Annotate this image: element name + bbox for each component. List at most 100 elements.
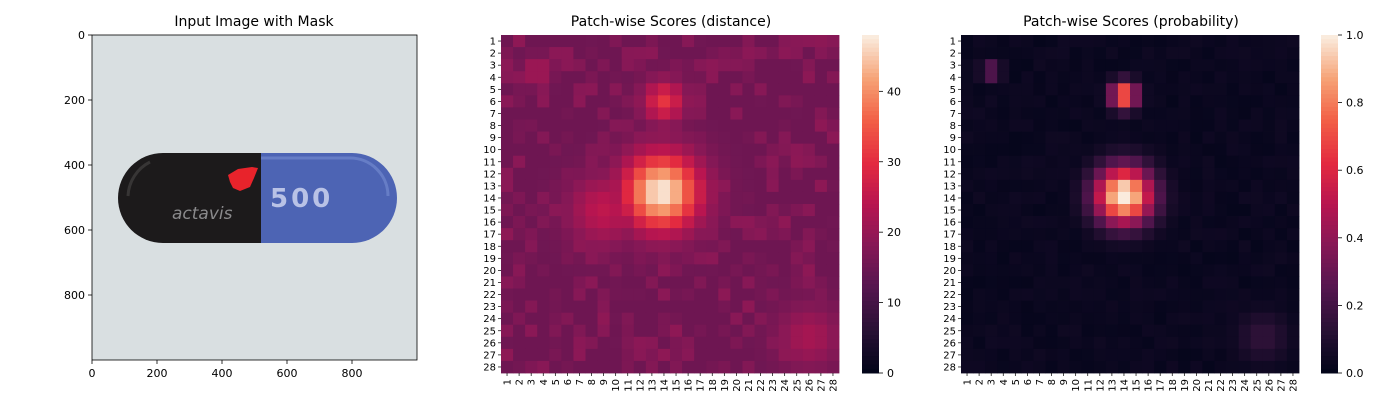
heatmap-cell [985,324,998,338]
heatmap-cell [525,83,538,96]
heatmap-cell [1166,35,1179,48]
heatmap-cell [1190,252,1203,265]
colorbar-segment [862,347,879,353]
colorbar-segment [1321,174,1338,180]
heatmap-cell [645,300,659,314]
heatmap-cell [1117,83,1131,96]
heatmap-cell [706,167,719,181]
heatmap-cell [790,179,804,193]
colorbar-segment [1321,271,1338,277]
heatmap-cell [1274,107,1288,120]
colorbar-tick-label: 0.6 [1346,164,1364,177]
colorbar-segment [862,47,879,53]
heatmap-cell [754,324,767,338]
colorbar-segment [862,204,879,209]
heatmap-cell [826,228,840,241]
heatmap-cell [1093,95,1107,108]
heatmap-cell [525,288,538,301]
heatmap-cell [573,71,586,84]
heatmap-cell [1154,288,1167,301]
heatmap-cell [1033,71,1046,84]
heatmap-cell [1105,348,1119,362]
heatmap-cell [985,276,998,289]
heatmap-cell [1069,240,1083,253]
x-tick-label: 13 [647,379,658,392]
heatmap-cell [973,143,986,157]
heatmap-cell [1262,155,1276,169]
heatmap-cell [1286,107,1300,120]
heatmap-cell [1202,252,1215,265]
heatmap-cell [1105,216,1119,229]
heatmap-cell [1166,276,1179,289]
heatmap-cell [1093,35,1107,48]
heatmap-cell [718,95,731,108]
y-tick-label: 22 [943,290,956,301]
colorbar-segment [1321,81,1338,87]
heatmap-cell [778,276,792,289]
heatmap-cell [754,348,767,362]
heatmap-cell [1093,228,1107,241]
heatmap-cell [1226,276,1240,289]
heatmap-cell [537,71,550,84]
heatmap-cell [802,179,816,193]
heatmap-cell [1190,35,1203,48]
heatmap-cell [790,119,804,132]
colorbar-segment [1321,89,1338,95]
heatmap-cell [513,143,526,157]
colorbar-segment [1321,191,1338,197]
heatmap-cell [1202,240,1215,253]
heatmap-cell [682,59,695,72]
heatmap-cell [1105,204,1119,217]
heatmap-cell [1274,216,1288,229]
x-tick-label: 21 [744,379,755,392]
heatmap-cell [1142,216,1155,229]
heatmap-cell [718,324,731,338]
heatmap-cell [985,240,998,253]
heatmap-cell [573,336,586,350]
heatmap-cell [633,179,647,193]
heatmap-cell [973,167,986,181]
heatmap-cell [694,324,707,338]
y-tick-label: 9 [490,133,496,144]
heatmap-cell [1262,59,1276,72]
heatmap-cell [1093,47,1107,60]
heatmap-cell [1009,131,1022,145]
heatmap-cell [1202,312,1215,326]
heatmap-cell [973,300,986,314]
heatmap-cell [1057,300,1071,314]
heatmap-cell [645,216,659,229]
y-tick-label: 28 [483,362,496,373]
heatmap-cell [1286,240,1300,253]
colorbar-segment [1321,106,1338,112]
heatmap-cell [754,179,767,193]
heatmap-cell [513,228,526,241]
heatmap-cell [1093,240,1107,253]
colorbar-segment [862,220,879,226]
heatmap-cell [609,360,623,374]
x-tick-label: 11 [623,379,634,392]
heatmap-cell [754,312,767,326]
heatmap-cell [1178,288,1191,301]
heatmap-cell [754,288,767,301]
heatmap-cell [1238,167,1252,181]
heatmap-cell [1178,155,1191,169]
heatmap-cell [549,252,562,265]
heatmap-cell [1021,107,1034,120]
x-tick-label: 15 [1132,379,1143,392]
heatmap-cell [1081,276,1095,289]
heatmap-cell [1262,300,1276,314]
heatmap-cell [525,312,538,326]
heatmap-cell [633,155,647,169]
heatmap-cell [718,336,731,350]
colorbar-tick-label: 0 [887,367,894,380]
colorbar-segment [862,199,879,205]
heatmap-cell [718,71,731,84]
heatmap-cell [1202,143,1215,157]
colorbar-segment [862,343,879,349]
heatmap-cell [694,300,707,314]
colorbar-segment [862,229,879,235]
heatmap-cell [585,71,598,84]
heatmap-cell [657,47,671,60]
heatmap-cell [1178,143,1191,157]
heatmap-cell [682,155,695,169]
